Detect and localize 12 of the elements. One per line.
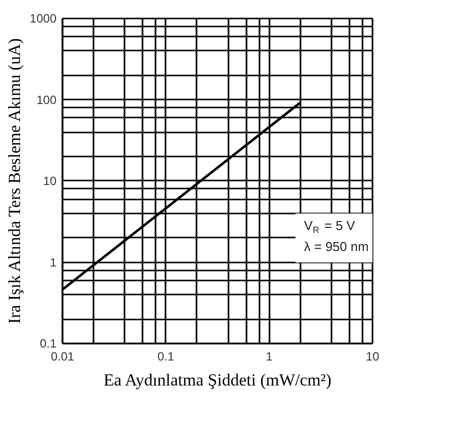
y-tick-label: 1: [50, 255, 57, 270]
y-tick-label: 100: [36, 92, 57, 107]
y-axis-title: Ira Işık Altında Ters Besleme Akımu (uA): [4, 38, 24, 324]
y-tick-label: 10: [43, 174, 57, 188]
x-tick-label: 0.01: [50, 350, 74, 364]
x-tick-label: 0.1: [157, 350, 174, 364]
x-tick-label: 1: [266, 350, 273, 364]
y-tick-label: 0.1: [40, 336, 57, 350]
x-axis-title: Ea Aydınlatma Şiddeti (mW/cm²): [104, 370, 332, 390]
x-tick-label: 10: [366, 350, 380, 364]
annotation: λ = 950 nm: [304, 239, 369, 254]
y-tick-label: 1000: [30, 12, 57, 26]
